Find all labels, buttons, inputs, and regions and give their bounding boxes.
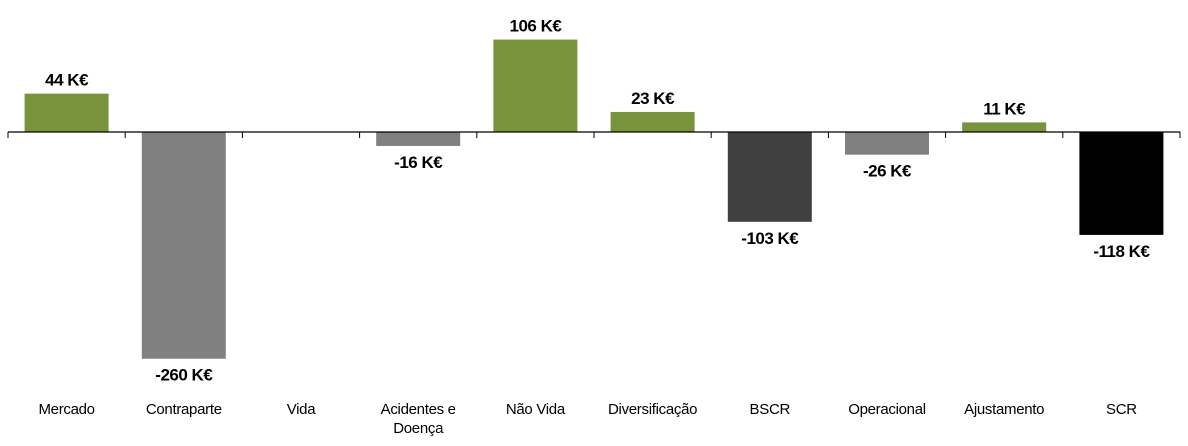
data-label: 11 K€ <box>983 99 1026 118</box>
data-label: -16 K€ <box>394 153 443 172</box>
bar <box>610 111 695 132</box>
bar <box>845 132 929 155</box>
data-label: -260 K€ <box>155 366 213 385</box>
x-tick-label: Vida <box>286 401 316 418</box>
data-label: -26 K€ <box>863 162 912 181</box>
data-label: 106 K€ <box>509 17 562 36</box>
data-label: 23 K€ <box>631 89 675 108</box>
x-tick-label: SCR <box>1106 401 1137 418</box>
bar <box>141 132 226 359</box>
bar <box>376 132 461 146</box>
bar <box>962 122 1047 132</box>
bar <box>493 39 578 132</box>
bar <box>727 132 812 222</box>
x-tick-label: Contraparte <box>145 401 222 418</box>
data-label: -103 K€ <box>741 229 799 248</box>
x-tick-label: Mercado <box>38 401 95 418</box>
x-tick-label: Ajustamento <box>964 401 1045 418</box>
x-tick-label: Operacional <box>848 401 926 418</box>
bar <box>1079 132 1164 235</box>
data-label: -118 K€ <box>1093 242 1150 261</box>
x-tick-label: Não Vida <box>505 401 565 418</box>
bar <box>24 93 109 132</box>
x-tick-label: BSCR <box>749 401 791 418</box>
data-label: 44 K€ <box>45 71 89 90</box>
x-tick-label: Acidentes e Doença <box>380 401 456 437</box>
x-tick-label: Diversificação <box>608 401 698 418</box>
